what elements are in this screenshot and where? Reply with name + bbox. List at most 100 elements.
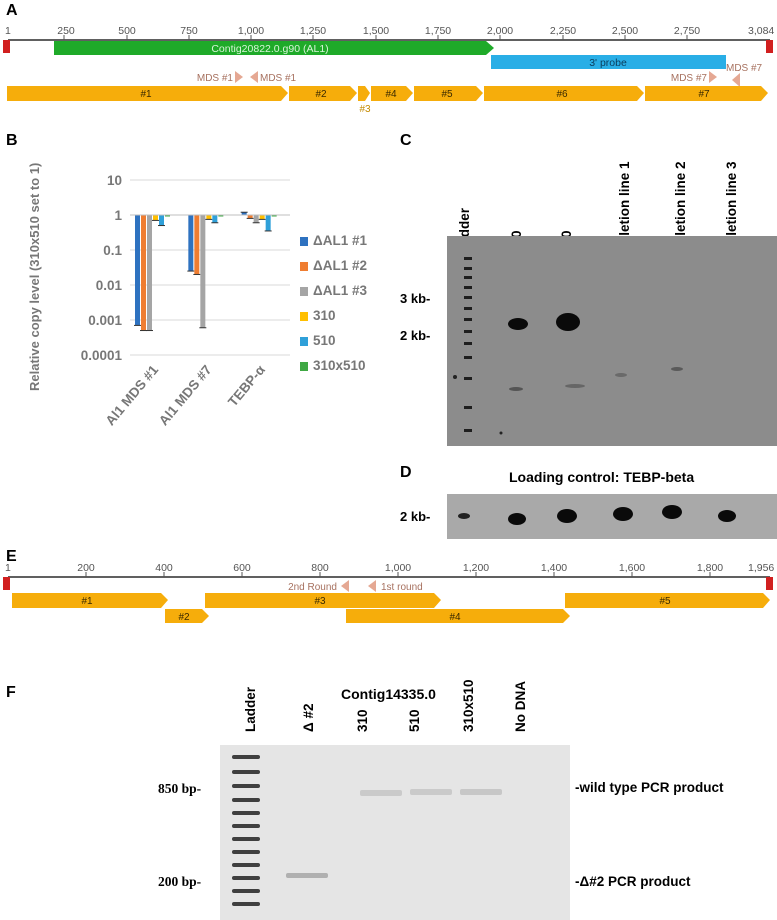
ruler-tick: 1,200 (463, 562, 489, 574)
panel-label-c: C (400, 132, 412, 149)
segment-label: #3 (359, 104, 371, 115)
segment-label: #1 (140, 89, 152, 100)
loading-control-blot (447, 494, 777, 539)
chart-ylabel: Relative copy level (310x510 set to 1) (27, 162, 42, 391)
bar (241, 212, 247, 215)
legend-label: 510 (313, 333, 336, 348)
ruler-end: 1,956 (748, 562, 774, 574)
primer-arrow (235, 71, 243, 83)
probe-bar (491, 55, 726, 69)
panel-label-a: A (6, 2, 18, 19)
primer-arrow (368, 580, 376, 592)
start-cap (3, 577, 10, 590)
ruler-start: 1 (5, 25, 11, 37)
ruler-tick: 1,500 (363, 25, 389, 37)
ruler-tick: 200 (77, 562, 95, 574)
primer-arrow (709, 71, 717, 83)
lane-label: 510 (407, 709, 422, 732)
segment-arrow (12, 593, 168, 608)
primer-arrow (341, 580, 349, 592)
contig-label: Contig20822.0.g90 (AL1) (211, 43, 328, 55)
y-tick-label: 0.01 (96, 278, 123, 293)
marker-2kb: 2 kb- (400, 328, 431, 343)
segment-label: #5 (659, 596, 671, 607)
segment-arrow (358, 86, 370, 101)
primer-label: MDS #1 (260, 73, 297, 84)
bar (271, 215, 277, 217)
segment-arrow (645, 86, 768, 101)
ruler-tick: 2,750 (674, 25, 700, 37)
segment-label: #4 (449, 612, 461, 623)
x-category-label: Al1 MDS #1 (103, 362, 162, 428)
ruler-tick: 1,400 (541, 562, 567, 574)
segment-arrow (414, 86, 483, 101)
marker-3kb: 3 kb- (400, 291, 431, 306)
bar (265, 215, 271, 231)
legend-swatch (300, 337, 308, 346)
ruler-tick: 800 (311, 562, 329, 574)
annotation-deletion: -Δ#2 PCR product (575, 874, 691, 889)
segment-arrow (289, 86, 357, 101)
bar (153, 215, 158, 221)
bar (141, 215, 146, 331)
segment-label: #3 (314, 596, 326, 607)
segment-arrow (7, 86, 288, 101)
ruler-tick: 250 (57, 25, 75, 37)
segment-arrow (165, 609, 209, 623)
panel-a-map: 1 3,084 250 500 750 1,000 1,250 1,500 1,… (3, 25, 774, 115)
probe-label: 3' probe (589, 57, 627, 69)
ruler-start: 1 (5, 562, 11, 574)
segment-arrow (205, 593, 441, 608)
bar (135, 215, 140, 326)
start-cap (3, 40, 10, 53)
pcr-title: Contig14335.0 (341, 686, 436, 702)
bar (259, 215, 265, 220)
y-tick-label: 0.0001 (81, 348, 123, 363)
bar (159, 215, 164, 226)
bar (188, 215, 194, 272)
contig-arrow (54, 41, 494, 55)
segment-arrow (484, 86, 644, 101)
primer-arrow (250, 71, 258, 83)
legend-label: ΔAL1 #1 (313, 233, 367, 248)
bar (253, 215, 259, 223)
panel-label-f: F (6, 684, 16, 701)
ruler-tick: 2,250 (550, 25, 576, 37)
ruler-tick: 600 (233, 562, 251, 574)
end-cap (766, 577, 773, 590)
marker-850bp: 850 bp- (158, 781, 202, 796)
x-category-label: TEBP-α (225, 362, 268, 410)
bar (147, 215, 152, 331)
legend-label: ΔAL1 #3 (313, 283, 367, 298)
legend-item: ΔAL1 #2 (300, 258, 367, 273)
ruler-tick: 1,600 (619, 562, 645, 574)
ruler-tick: 1,000 (385, 562, 411, 574)
segment-label: #4 (385, 89, 397, 100)
ruler-tick: 400 (155, 562, 173, 574)
segment-label: #5 (441, 89, 453, 100)
ruler-tick: 2,500 (612, 25, 638, 37)
legend-label: 310x510 (313, 358, 366, 373)
legend-item: ΔAL1 #1 (300, 233, 367, 248)
legend-swatch (300, 262, 308, 271)
bar (194, 215, 200, 275)
panel-e-map: 1 1,956 200 400 600 800 1,000 1,200 1,40… (3, 562, 774, 623)
panel-label-e: E (6, 548, 17, 565)
end-cap (766, 40, 773, 53)
segment-arrow (565, 593, 770, 608)
ruler-tick: 1,800 (697, 562, 723, 574)
primer-label: MDS #7 (726, 63, 763, 74)
ruler-tick: 1,250 (300, 25, 326, 37)
y-tick-label: 1 (114, 208, 122, 223)
x-category-label: Al1 MDS #7 (156, 362, 215, 428)
legend-item: 510 (300, 333, 336, 348)
bar (206, 215, 212, 220)
panel-label-b: B (6, 132, 18, 149)
legend-label: 310 (313, 308, 336, 323)
lane-label: Δ #2 (301, 703, 316, 732)
segment-label: #2 (178, 612, 190, 623)
pcr-gel-image (220, 745, 570, 920)
legend-item: 310 (300, 308, 336, 323)
lane-label: 310x510 (461, 679, 476, 732)
bar (212, 215, 218, 223)
